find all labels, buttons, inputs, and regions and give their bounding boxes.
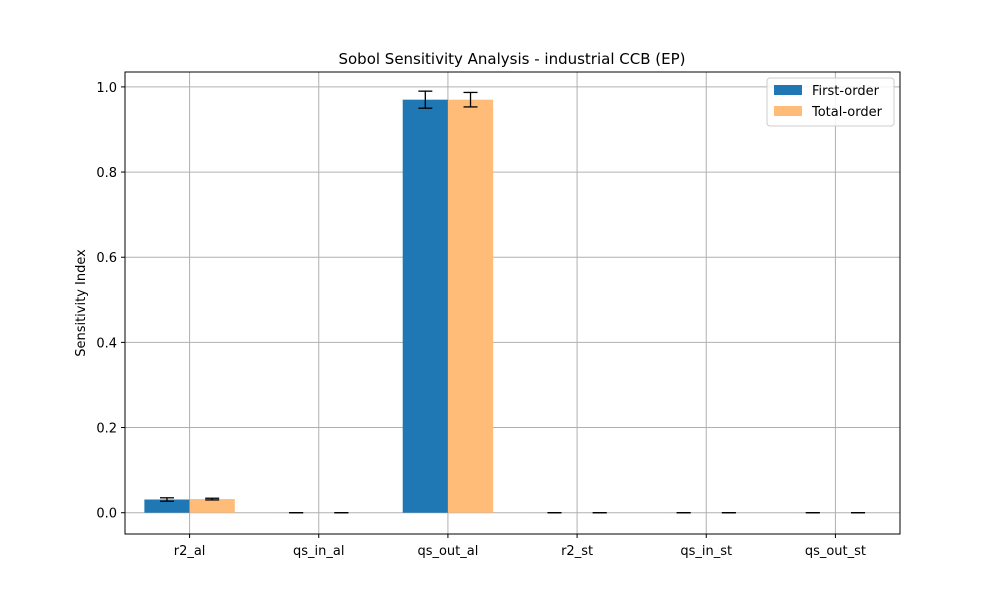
x-tick-label-r2-st: r2_st bbox=[561, 544, 593, 559]
y-axis-label: Sensitivity Index bbox=[74, 249, 89, 357]
bar-first-order-r2-al bbox=[144, 499, 190, 513]
bars-layer bbox=[144, 99, 881, 513]
x-tick-label-qs-in-al: qs_in_al bbox=[293, 544, 344, 559]
legend-label-total-order: Total-order bbox=[811, 105, 883, 120]
chart-title: Sobol Sensitivity Analysis - industrial … bbox=[338, 50, 685, 68]
x-tick-label-qs-in-st: qs_in_st bbox=[680, 544, 732, 559]
legend-label-first-order: First-order bbox=[812, 84, 880, 99]
y-tick-label: 0.4 bbox=[96, 336, 117, 351]
legend-swatch-first-order bbox=[774, 85, 802, 95]
error-bars-layer bbox=[159, 90, 866, 514]
bar-total-order-r2-al bbox=[189, 499, 235, 513]
y-tick-label: 0.6 bbox=[96, 251, 117, 266]
axis-layer: 0.0 0.2 0.4 0.6 0.8 1.0 r2_al qs_in_al qs_out_al… bbox=[96, 81, 866, 559]
y-tick-label: 0.0 bbox=[96, 507, 117, 522]
x-tick-label-r2-al: r2_al bbox=[174, 544, 206, 559]
legend-swatch-total-order bbox=[774, 106, 802, 116]
bar-first-order-qs-out-al bbox=[402, 99, 448, 513]
y-tick-label: 1.0 bbox=[96, 81, 117, 96]
bar-total-order-qs-out-al bbox=[447, 99, 494, 513]
legend: First-order Total-order bbox=[766, 77, 895, 127]
y-tick-label: 0.8 bbox=[96, 166, 117, 181]
y-tick-label: 0.2 bbox=[96, 422, 117, 437]
x-tick-label-qs-out-st: qs_out_st bbox=[805, 544, 866, 559]
x-tick-label-qs-out-al: qs_out_al bbox=[417, 544, 478, 559]
plot-frame bbox=[124, 71, 901, 535]
